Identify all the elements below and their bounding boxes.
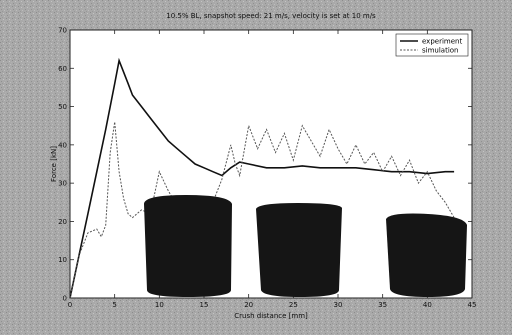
chart-title: 10.5% BL, snapshot speed: 21 m/s, veloci… [166, 12, 376, 20]
specimen-photo-3 [386, 213, 467, 297]
y-tick-label: 10 [58, 256, 67, 264]
x-tick-label: 35 [378, 301, 387, 309]
specimen-photos [144, 195, 467, 297]
x-tick-label: 0 [68, 301, 72, 309]
y-tick-label: 50 [58, 103, 67, 111]
specimen-photo-2 [256, 203, 342, 297]
y-tick-label: 60 [58, 65, 67, 73]
y-tick-label: 30 [58, 180, 67, 188]
y-axis-label: Force [kN] [50, 146, 58, 182]
legend-label-experiment: experiment [422, 38, 462, 46]
x-tick-label: 10 [155, 301, 164, 309]
x-tick-label: 25 [289, 301, 298, 309]
x-tick-label: 20 [244, 301, 253, 309]
y-tick-label: 70 [58, 27, 67, 35]
y-tick-label: 40 [58, 141, 67, 149]
x-tick-label: 30 [334, 301, 343, 309]
series-layer [69, 57, 455, 299]
y-axis: 0 10 20 30 40 50 60 70 [58, 27, 472, 303]
x-axis-label: Crush distance [mm] [234, 312, 308, 320]
x-tick-label: 15 [200, 301, 209, 309]
y-tick-label: 20 [58, 218, 67, 226]
legend-label-simulation: simulation [422, 47, 459, 55]
x-tick-label: 5 [112, 301, 116, 309]
series-line-experiment [69, 57, 455, 299]
x-tick-label: 45 [468, 301, 477, 309]
series-line-simulation [69, 121, 455, 299]
y-tick-label: 0 [63, 295, 67, 303]
specimen-photo-1 [144, 195, 232, 297]
x-axis: 0 5 10 15 20 25 30 35 40 45 [68, 30, 477, 309]
x-tick-label: 40 [423, 301, 432, 309]
